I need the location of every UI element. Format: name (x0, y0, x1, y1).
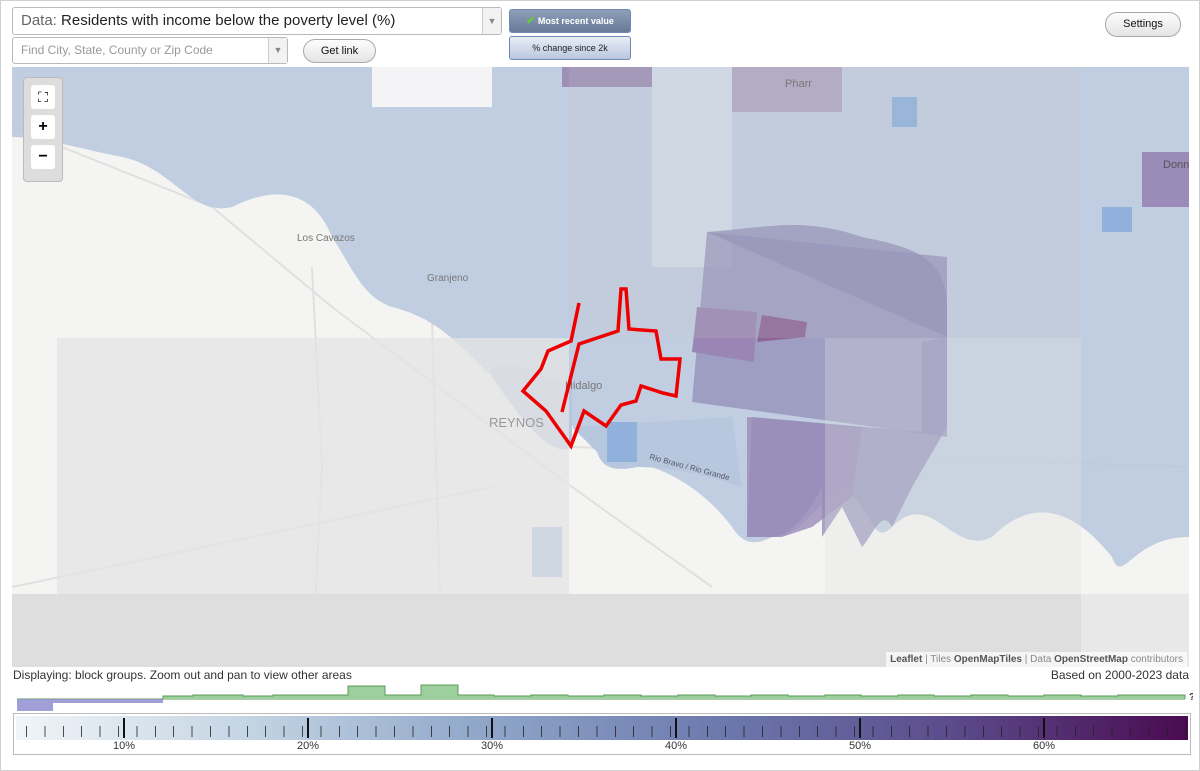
attribution-text: contributors (1130, 654, 1183, 665)
mode-button[interactable]: % change since 2k (509, 36, 631, 60)
legend-tick-label: 50% (848, 740, 872, 752)
map-label: Granjeno (427, 273, 469, 284)
map-label: Pharr (785, 78, 812, 90)
attribution-text: | Data (1024, 654, 1052, 665)
fullscreen-button[interactable]: ⛶ (31, 85, 55, 109)
choropleth-region[interactable] (692, 307, 757, 362)
dropdown-arrow[interactable]: ▼ (482, 8, 501, 34)
major-tick (491, 718, 493, 738)
status-text: Displaying: block groups. Zoom out and p… (13, 668, 352, 682)
tile-overlay (57, 338, 569, 594)
map-label: REYNOS (489, 415, 544, 430)
choropleth-region[interactable] (732, 67, 842, 112)
search-input[interactable]: Find City, State, County or Zip Code ▼ (12, 37, 288, 64)
attribution-link[interactable]: OpenStreetMap (1054, 654, 1128, 665)
mode-text: Most recent value (537, 16, 614, 26)
choropleth-region[interactable] (1142, 152, 1189, 207)
attribution-link[interactable]: OpenMapTiles (953, 654, 1022, 665)
attribution-link[interactable]: Leaflet (890, 654, 923, 665)
major-tick (307, 718, 309, 738)
major-tick (859, 718, 861, 738)
choropleth-region[interactable] (692, 232, 947, 437)
map-label: Hidalgo (565, 380, 602, 392)
choropleth-region[interactable] (747, 417, 862, 537)
choropleth-region[interactable] (757, 315, 807, 342)
map[interactable]: Los Cavazos Granjeno Hidalgo REYNOS Pharr Don… (12, 67, 1189, 667)
attribution-text: | Tiles (925, 654, 952, 665)
tile-overlay (825, 338, 1081, 594)
map-label: Donna (1163, 159, 1189, 171)
tile-overlay (569, 67, 1081, 338)
choropleth-region[interactable] (652, 67, 732, 267)
settings-button[interactable]: Settings (1105, 12, 1181, 37)
mode-button[interactable]: ✔ Most recent value (509, 9, 631, 33)
zoom-in-button[interactable]: + (31, 115, 55, 139)
legend-tick-label: 60% (1032, 740, 1056, 752)
data-value: Residents with income below the poverty … (61, 12, 396, 29)
zoom-controls: ⛶ + − (23, 77, 63, 182)
data-years: Based on 2000-2023 data (1050, 668, 1189, 682)
legend-tick-label: 30% (480, 740, 504, 752)
data-select[interactable]: Data: Residents with income below the po… (12, 7, 502, 35)
major-tick (675, 718, 677, 738)
choropleth-region[interactable] (372, 67, 492, 107)
map-label: Los Cavazos (297, 233, 355, 244)
selected-boundary[interactable] (520, 287, 682, 450)
legend-tick-label: 40% (664, 740, 688, 752)
major-tick (123, 718, 125, 738)
attribution: Leaflet | Tiles OpenMapTiles | Data Open… (886, 652, 1187, 667)
get-link-button[interactable]: Get link (303, 39, 376, 63)
legend-tick-label: 20% (296, 740, 320, 752)
data-label: Data: (21, 12, 57, 29)
color-legend: 10% 20% 30% 40% 50% 60% (13, 713, 1191, 755)
legend-tick-label: 10% (112, 740, 136, 752)
major-tick (1043, 718, 1045, 738)
search-arrow[interactable]: ▼ (268, 38, 287, 63)
histogram: ? (17, 684, 1193, 711)
choropleth-region[interactable] (562, 67, 652, 87)
minor-ticks (26, 726, 1188, 737)
zoom-out-button[interactable]: − (31, 145, 55, 169)
help-mark[interactable]: ? (1189, 692, 1193, 703)
search-placeholder: Find City, State, County or Zip Code (21, 43, 213, 57)
